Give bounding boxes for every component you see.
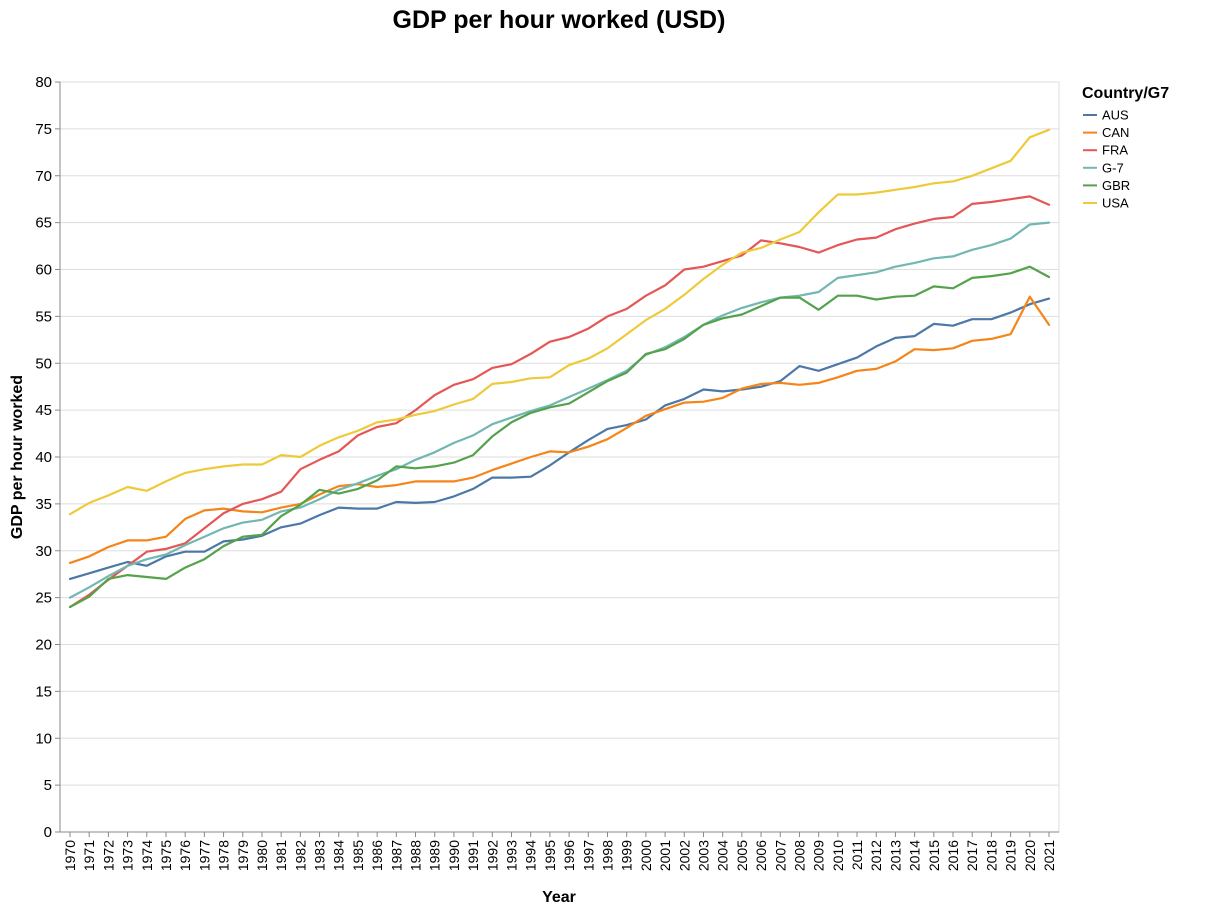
x-tick-label: 1993 [504, 840, 520, 871]
x-tick-label: 2015 [926, 840, 942, 871]
legend-label: G-7 [1102, 160, 1124, 175]
series-line-g-7 [68, 221, 1051, 599]
x-tick-label: 2008 [791, 840, 807, 871]
y-tick-label: 40 [35, 449, 52, 466]
x-tick-label: 1973 [120, 840, 136, 871]
x-tick-label: 2019 [1003, 840, 1019, 871]
x-tick-label: 2012 [868, 840, 884, 871]
legend-label: GBR [1102, 178, 1130, 193]
series-line-gbr [68, 265, 1051, 609]
legend-label: USA [1102, 196, 1129, 211]
legend-label: CAN [1102, 125, 1129, 140]
axes: 0 5 10 15 20 25 30 35 40 45 50 55 60 65 70 75 80 1970 1971… [35, 74, 1059, 871]
x-tick-label: 1981 [273, 840, 289, 871]
x-tick-label: 1978 [216, 840, 232, 871]
x-tick-label: 1983 [312, 840, 328, 871]
y-tick-label: 25 [35, 590, 52, 607]
y-tick-label: 15 [35, 683, 52, 700]
x-tick-label: 1974 [139, 840, 155, 871]
x-tick-label: 1971 [81, 840, 97, 871]
x-tick-label: 2000 [638, 840, 654, 871]
x-tick-label: 1970 [62, 840, 78, 871]
x-tick-label: 1996 [561, 840, 577, 871]
series-line-can [68, 295, 1051, 565]
y-tick-label: 70 [35, 168, 52, 185]
y-axis-title: GDP per hour worked [9, 375, 26, 539]
x-tick-label: 1980 [254, 840, 270, 871]
x-tick-label: 1988 [408, 840, 424, 871]
x-axis-title: Year [542, 889, 576, 906]
x-tick-label: 1998 [599, 840, 615, 871]
legend: Country/G7 AUS CAN FRA G-7 GBR USA [1082, 85, 1169, 211]
series-line-fra [68, 195, 1051, 609]
y-tick-label: 10 [35, 730, 52, 747]
chart-title: GDP per hour worked (USD) [393, 6, 726, 34]
x-tick-label: 1999 [619, 840, 635, 871]
x-tick-label: 1994 [523, 840, 539, 871]
legend-label: AUS [1102, 108, 1129, 123]
x-tick-label: 2006 [753, 840, 769, 871]
y-tick-label: 30 [35, 543, 52, 560]
x-tick-label: 1979 [235, 840, 251, 871]
x-tick-label: 2001 [657, 840, 673, 871]
y-tick-label: 0 [44, 824, 52, 841]
x-tick-label: 2020 [1022, 840, 1038, 871]
x-tick-label: 2016 [945, 840, 961, 871]
x-tick-label: 1989 [427, 840, 443, 871]
y-tick-label: 50 [35, 355, 52, 372]
y-tick-label: 60 [35, 262, 52, 279]
x-tick-label: 1997 [580, 840, 596, 871]
y-tick-label: 65 [35, 215, 52, 232]
y-tick-label: 20 [35, 637, 52, 654]
grid-lines [59, 81, 1060, 833]
y-tick-label: 35 [35, 496, 52, 513]
x-tick-label: 1972 [100, 840, 116, 871]
x-tick-label: 1975 [158, 840, 174, 871]
x-tick-label: 2002 [676, 840, 692, 871]
x-tick-label: 2010 [830, 840, 846, 871]
x-tick-label: 2018 [983, 840, 999, 871]
x-tick-label: 1986 [369, 840, 385, 871]
x-tick-label: 1995 [542, 840, 558, 871]
x-tick-label: 1976 [177, 840, 193, 871]
x-tick-label: 2013 [887, 840, 903, 871]
x-tick-label: 2004 [715, 840, 731, 871]
x-tick-label: 2017 [964, 840, 980, 871]
x-tick-label: 2009 [811, 840, 827, 871]
y-tick-label: 45 [35, 402, 52, 419]
x-tick-label: 1985 [350, 840, 366, 871]
x-tick-label: 1977 [196, 840, 212, 871]
x-tick-label: 1991 [465, 840, 481, 871]
x-tick-label: 1987 [388, 840, 404, 871]
x-tick-label: 1984 [331, 840, 347, 871]
y-tick-label: 5 [44, 777, 52, 794]
x-tick-label: 2011 [849, 840, 865, 870]
x-tick-label: 2007 [772, 840, 788, 871]
y-tick-label: 75 [35, 121, 52, 138]
series-lines [68, 128, 1051, 609]
x-tick-label: 2014 [907, 840, 923, 871]
x-tick-label: 2005 [734, 840, 750, 871]
x-tick-label: 1990 [446, 840, 462, 871]
legend-label: FRA [1102, 143, 1128, 158]
x-tick-label: 1992 [484, 840, 500, 871]
series-line-aus [68, 297, 1051, 581]
series-line-usa [68, 128, 1051, 516]
y-tick-label: 80 [35, 74, 52, 91]
x-tick-label: 2003 [695, 840, 711, 871]
legend-title: Country/G7 [1082, 85, 1169, 102]
y-tick-label: 55 [35, 308, 52, 325]
x-tick-label: 1982 [292, 840, 308, 871]
x-tick-label: 2021 [1041, 840, 1057, 871]
